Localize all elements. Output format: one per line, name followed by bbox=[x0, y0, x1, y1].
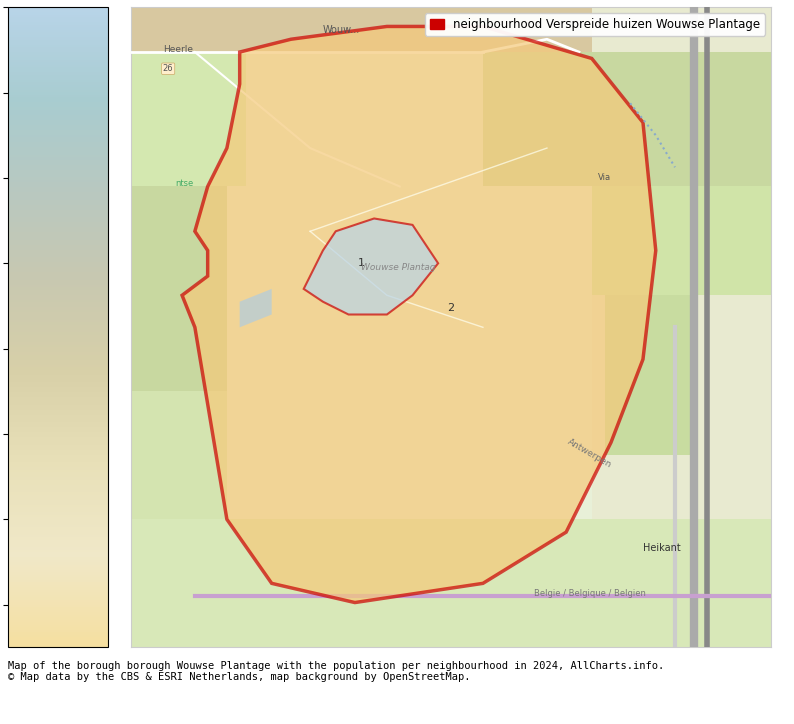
Text: Via: Via bbox=[598, 173, 611, 182]
Polygon shape bbox=[483, 52, 771, 187]
Text: Heikant: Heikant bbox=[643, 543, 680, 553]
Polygon shape bbox=[131, 7, 246, 187]
Polygon shape bbox=[182, 27, 656, 602]
Legend: neighbourhood Verspreide huizen Wouwse Plantage: neighbourhood Verspreide huizen Wouwse P… bbox=[425, 13, 765, 35]
Text: 1: 1 bbox=[358, 258, 364, 269]
Polygon shape bbox=[131, 7, 771, 52]
Polygon shape bbox=[240, 289, 272, 327]
Text: Antwerpen: Antwerpen bbox=[566, 437, 614, 470]
Polygon shape bbox=[131, 187, 227, 391]
Text: Wouw...: Wouw... bbox=[323, 25, 360, 35]
Polygon shape bbox=[592, 187, 771, 295]
Polygon shape bbox=[604, 135, 694, 264]
Text: Belgie / Belgique / Belgien: Belgie / Belgique / Belgien bbox=[534, 589, 646, 598]
Text: 26: 26 bbox=[163, 64, 174, 73]
Text: Wouwse Plantag: Wouwse Plantag bbox=[361, 264, 436, 272]
Text: ntse: ntse bbox=[175, 180, 194, 188]
Text: Map of the borough borough Wouwse Plantage with the population per neighbourhood: Map of the borough borough Wouwse Planta… bbox=[8, 661, 665, 683]
Polygon shape bbox=[592, 7, 771, 647]
Polygon shape bbox=[131, 519, 771, 647]
Polygon shape bbox=[303, 219, 438, 314]
Text: Heerle: Heerle bbox=[163, 45, 193, 54]
Polygon shape bbox=[604, 295, 694, 455]
Text: 2: 2 bbox=[447, 303, 454, 313]
Polygon shape bbox=[131, 391, 227, 519]
